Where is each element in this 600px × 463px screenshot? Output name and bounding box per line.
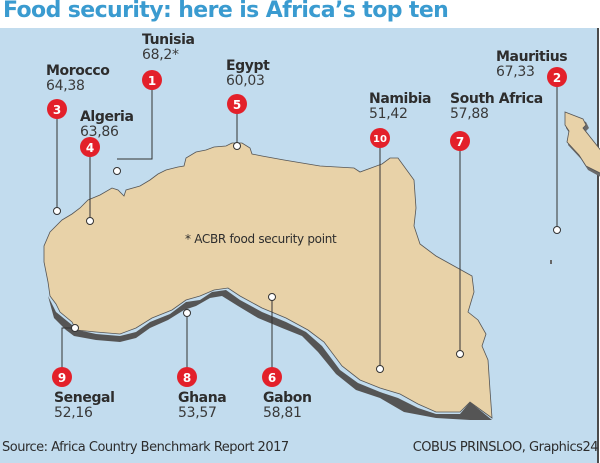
- country-name: South Africa: [450, 91, 543, 107]
- rank-marker-4: [80, 137, 100, 157]
- country-name: Senegal: [54, 390, 115, 406]
- acbr-footnote: * ACBR food security point: [185, 232, 337, 246]
- rank-number: 2: [553, 71, 561, 85]
- label-ghana: Ghana 53,57: [178, 390, 227, 422]
- source-credit: Source: Africa Country Benchmark Report …: [2, 440, 289, 455]
- country-score: 64,38: [46, 78, 85, 95]
- page-title: Food security: here is Africa’s top ten: [3, 0, 449, 23]
- ghana-point: [183, 309, 191, 317]
- algeria-point: [86, 217, 94, 225]
- rank-number: 3: [53, 103, 61, 117]
- rank-markers: [47, 67, 567, 387]
- rank-marker-6: [262, 367, 282, 387]
- rank-number: 9: [58, 371, 66, 385]
- tunisia-point: [113, 167, 121, 175]
- mauritius-point: [553, 226, 561, 234]
- country-name: Mauritius: [496, 49, 568, 65]
- country-name: Tunisia: [142, 32, 195, 48]
- country-name: Namibia: [369, 91, 432, 107]
- rank-marker-7: [450, 131, 470, 151]
- label-gabon: Gabon 58,81: [263, 390, 312, 422]
- mauritius-island: [550, 260, 552, 264]
- rank-marker-10: [370, 128, 390, 148]
- label-south-africa: South Africa 57,88: [450, 91, 543, 123]
- country-score: 58,81: [263, 405, 302, 422]
- country-name: Ghana: [178, 390, 227, 406]
- egypt-point: [233, 142, 241, 150]
- leader-lines: [56, 86, 558, 370]
- label-namibia: Namibia 51,42: [369, 91, 432, 123]
- gabon-point: [268, 293, 276, 301]
- country-name: Morocco: [46, 63, 110, 79]
- country-name: Algeria: [80, 109, 134, 125]
- rank-number: 7: [456, 135, 464, 149]
- label-egypt: Egypt 60,03: [226, 58, 270, 90]
- country-score: 51,42: [369, 106, 408, 123]
- label-morocco: Morocco 64,38: [46, 63, 110, 95]
- label-algeria: Algeria 63,86: [80, 109, 134, 141]
- rank-marker-2: [547, 67, 567, 87]
- location-dots: [53, 142, 561, 373]
- country-score: 60,03: [226, 73, 265, 90]
- label-tunisia: Tunisia 68,2*: [142, 32, 195, 64]
- rank-marker-3: [47, 99, 67, 119]
- senegal-point: [71, 324, 79, 332]
- morocco-point: [53, 207, 61, 215]
- label-senegal: Senegal 52,16: [54, 390, 115, 422]
- rank-marker-5: [227, 94, 247, 114]
- rank-number: 6: [268, 371, 276, 385]
- rank-number: 4: [86, 141, 94, 155]
- rank-number: 10: [373, 134, 387, 145]
- country-score: 52,16: [54, 405, 93, 422]
- country-score: 63,86: [80, 124, 119, 141]
- country-score: 67,33: [496, 64, 535, 81]
- country-score: 53,57: [178, 405, 217, 422]
- country-name: Gabon: [263, 390, 312, 406]
- label-mauritius: Mauritius 67,33: [496, 49, 568, 81]
- country-score: 57,88: [450, 106, 489, 123]
- rank-number: 8: [183, 371, 191, 385]
- rank-marker-1: [142, 70, 162, 90]
- rank-marker-9: [52, 367, 72, 387]
- graphics-credit: COBUS PRINSLOO, Graphics24: [412, 440, 599, 455]
- rank-number: 5: [233, 98, 241, 112]
- south-africa-point: [456, 350, 464, 358]
- country-name: Egypt: [226, 58, 270, 74]
- country-score: 68,2*: [142, 47, 179, 64]
- madagascar-shape: [564, 111, 600, 174]
- rank-number: 1: [148, 74, 156, 88]
- namibia-point: [376, 365, 384, 373]
- rank-marker-8: [177, 367, 197, 387]
